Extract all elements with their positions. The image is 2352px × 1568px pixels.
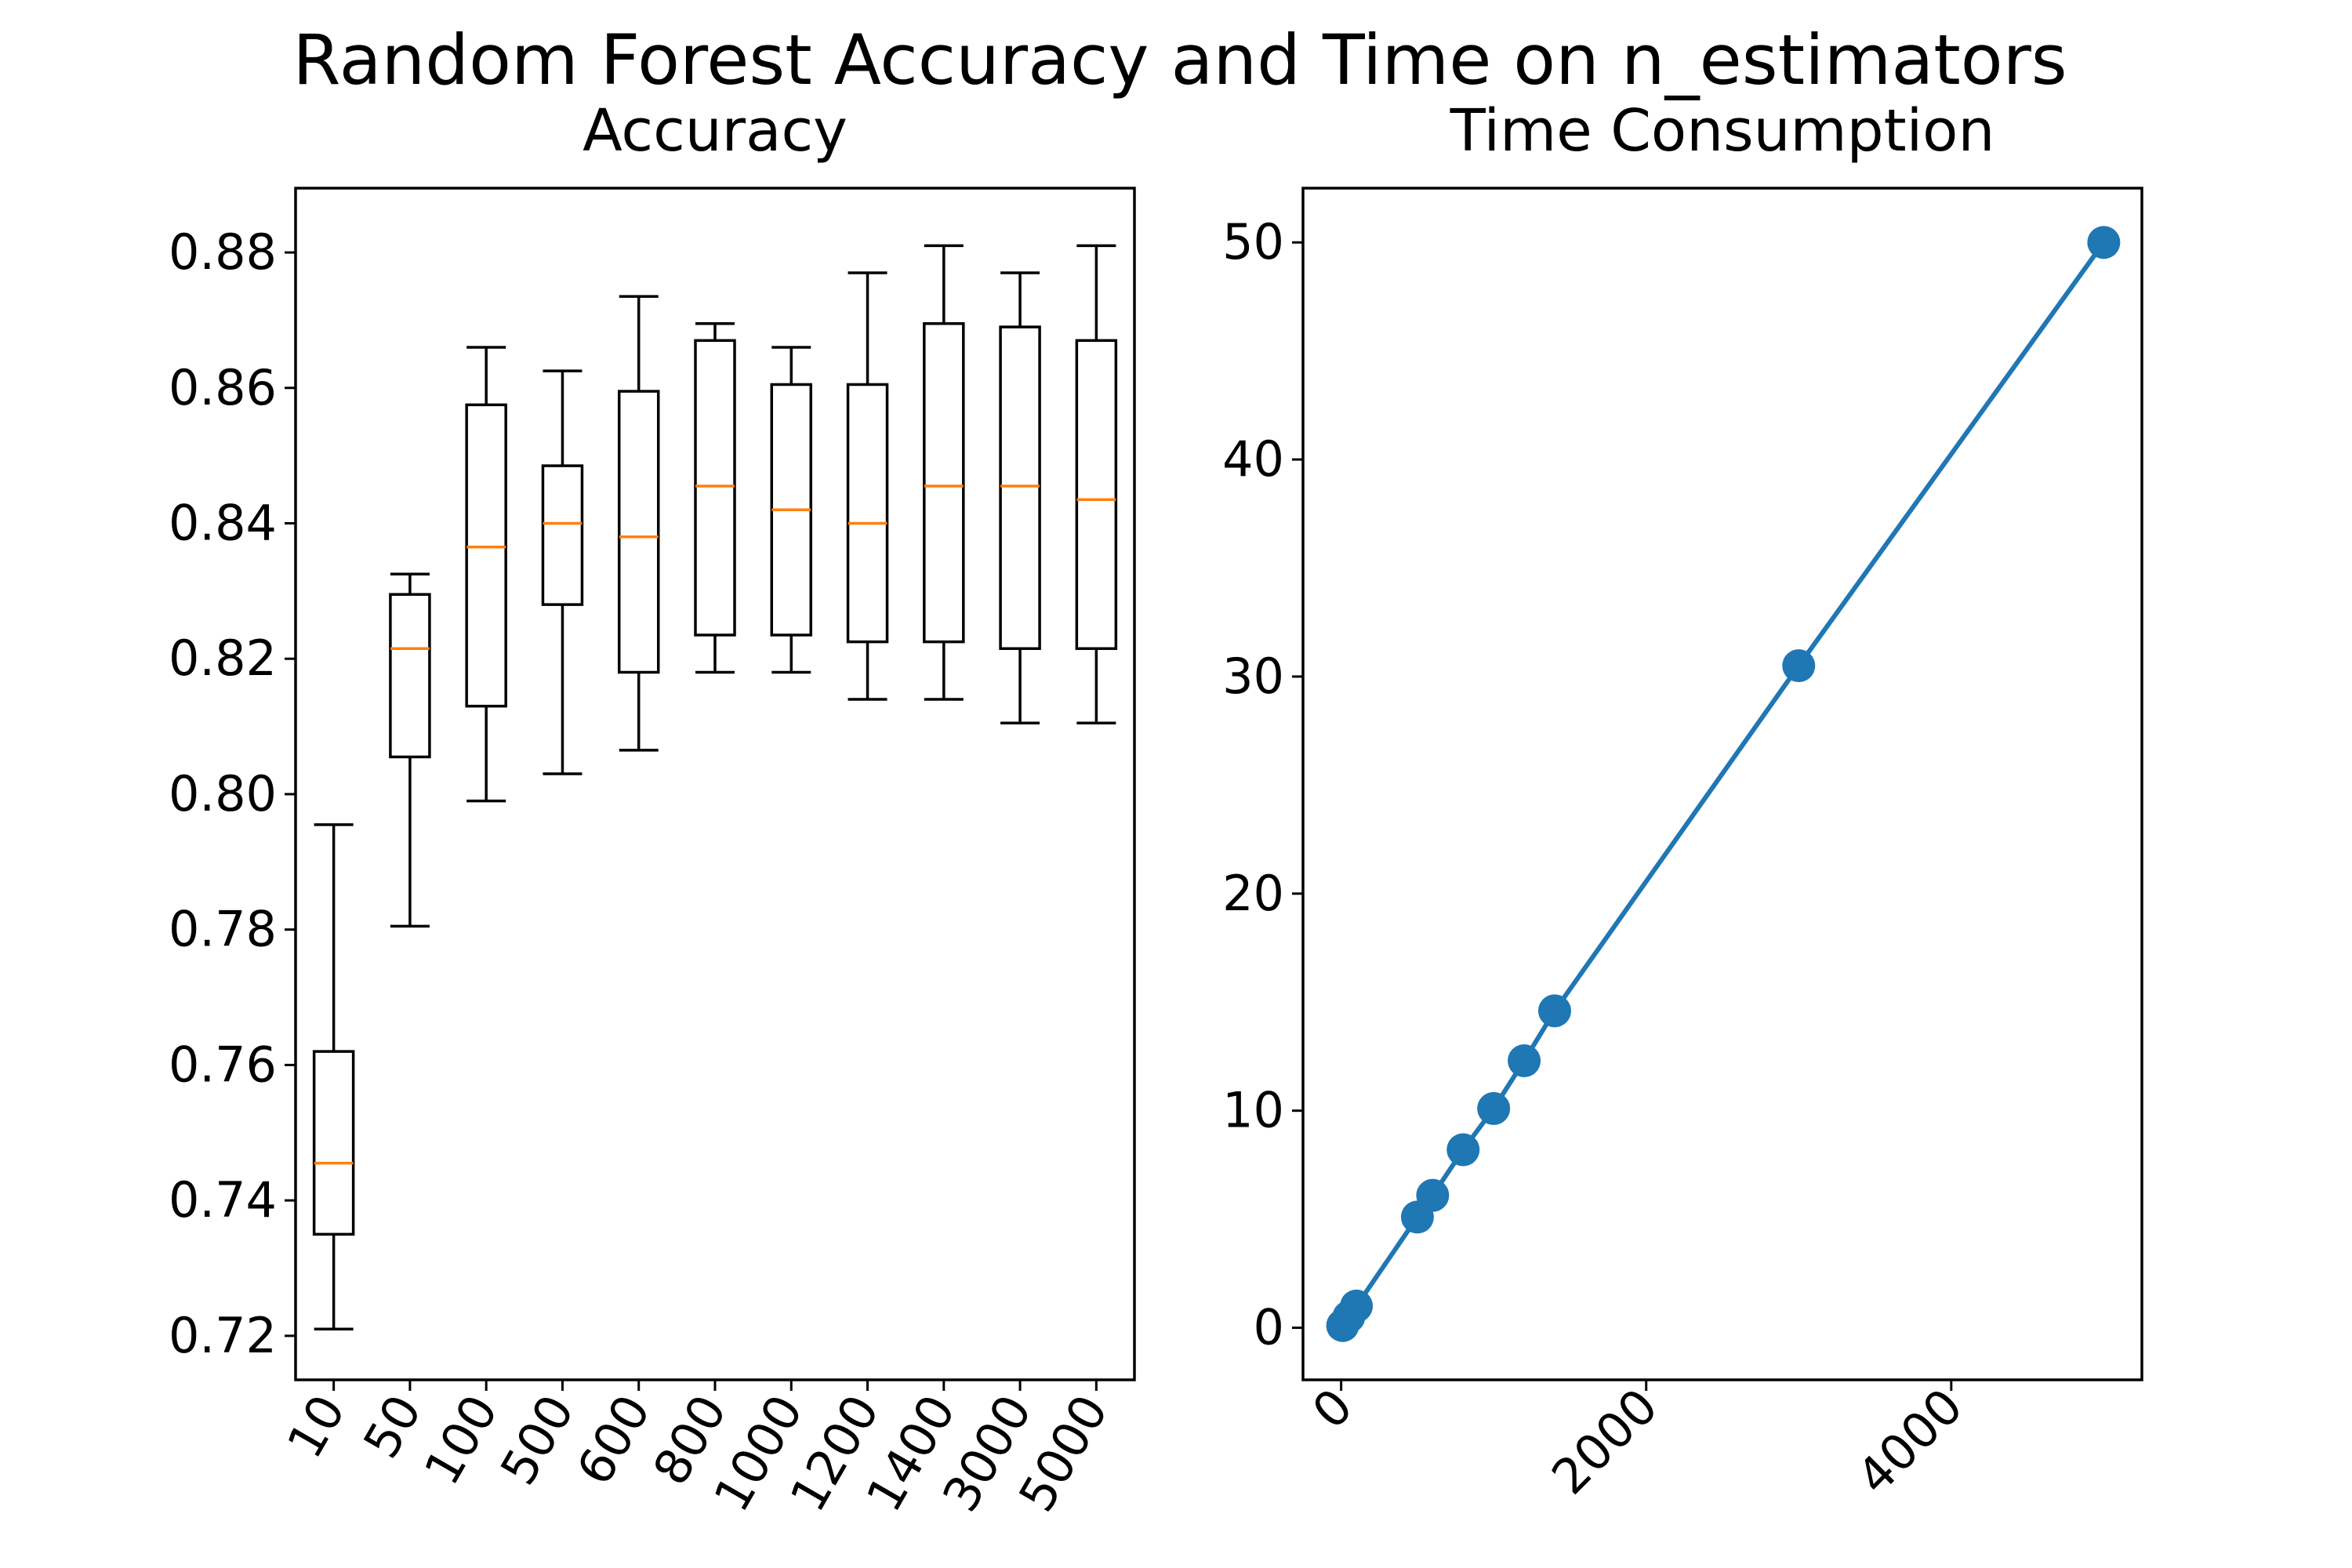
data-point-800 <box>1446 1133 1480 1167</box>
y-tick-label: 0.72 <box>169 1307 277 1364</box>
y-tick-label: 40 <box>1222 430 1284 488</box>
data-point-100 <box>1340 1289 1374 1323</box>
box-iqr <box>389 593 431 759</box>
data-point-600 <box>1416 1178 1450 1212</box>
y-tick-label: 30 <box>1222 648 1284 705</box>
box-1200 <box>846 271 889 701</box>
y-tick-label: 10 <box>1222 1082 1284 1139</box>
y-tick-label: 50 <box>1222 213 1284 270</box>
data-point-1200 <box>1508 1044 1541 1078</box>
box-iqr <box>617 390 660 674</box>
box-iqr <box>541 464 584 606</box>
y-tick-label: 0.82 <box>169 630 277 687</box>
box-1000 <box>770 346 813 674</box>
data-point-1400 <box>1538 994 1571 1028</box>
box-10 <box>312 823 355 1330</box>
box-1400 <box>923 244 965 701</box>
y-tick-label: 0 <box>1254 1299 1284 1356</box>
box-iqr <box>923 321 965 644</box>
box-50 <box>389 572 431 928</box>
box-600 <box>617 295 660 752</box>
y-tick-label: 0.80 <box>169 765 277 822</box>
box-500 <box>541 369 584 775</box>
figure-suptitle: Random Forest Accuracy and Time on n_est… <box>292 20 2067 100</box>
y-tick-label: 0.76 <box>169 1036 277 1093</box>
accuracy-plot-frame <box>294 187 1136 1381</box>
box-iqr <box>999 325 1041 651</box>
box-iqr <box>694 339 736 637</box>
y-tick-label: 0.84 <box>169 495 277 552</box>
data-point-5000 <box>2087 226 2121 260</box>
box-5000 <box>1075 244 1118 725</box>
accuracy-title: Accuracy <box>583 97 848 165</box>
y-tick-label: 0.78 <box>169 901 277 958</box>
box-100 <box>465 346 507 803</box>
y-tick-label: 0.74 <box>169 1171 277 1229</box>
box-800 <box>694 321 736 674</box>
time-title: Time Consumption <box>1450 97 1995 165</box>
y-tick-label: 20 <box>1222 865 1284 922</box>
box-3000 <box>999 271 1041 725</box>
box-iqr <box>465 403 507 708</box>
box-iqr <box>312 1050 355 1236</box>
time-plot-frame <box>1301 187 2143 1381</box>
box-iqr <box>846 383 889 644</box>
y-tick-label: 0.86 <box>169 359 277 416</box>
y-tick-label: 0.88 <box>169 223 277 281</box>
data-point-1000 <box>1477 1091 1511 1125</box>
data-point-3000 <box>1782 649 1816 683</box>
box-iqr <box>1075 339 1118 651</box>
